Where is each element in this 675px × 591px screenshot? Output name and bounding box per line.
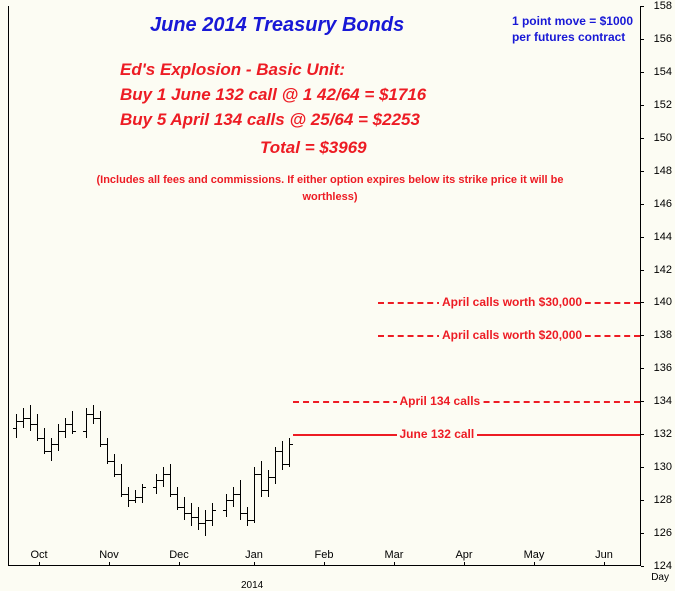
y-tick-label: 158	[654, 0, 672, 12]
y-tick-label: 134	[654, 395, 672, 407]
chart-subtitle: 1 point move = $1000 per futures contrac…	[512, 14, 633, 45]
chart-title: June 2014 Treasury Bonds	[150, 14, 404, 37]
ohlc-bar	[86, 408, 87, 438]
ohlc-bar	[184, 497, 185, 520]
ohlc-bar	[121, 464, 122, 497]
ohlc-bar	[282, 441, 283, 471]
y-tick-label: 148	[654, 165, 672, 177]
ohlc-bar	[16, 414, 17, 437]
x-tick-label: Apr	[455, 549, 472, 561]
ohlc-bar	[198, 507, 199, 530]
y-tick-label: 144	[654, 231, 672, 243]
x-tick-label: May	[524, 549, 545, 561]
x-tick-label: Nov	[99, 549, 119, 561]
y-tick-label: 152	[654, 99, 672, 111]
y-tick-label: 128	[654, 494, 672, 506]
x-tick-label: Dec	[169, 549, 189, 561]
ohlc-bar	[254, 467, 255, 523]
y-tick-label: 142	[654, 264, 672, 276]
x-year-label: 2014	[241, 580, 263, 591]
x-tick-label: Jan	[245, 549, 263, 561]
y-axis: 1241261281301321341361381401421441461481…	[640, 6, 675, 566]
ohlc-bar	[30, 405, 31, 431]
y-tick-label: 154	[654, 66, 672, 78]
trade-line2: Buy 5 April 134 calls @ 25/64 = $2253	[120, 110, 420, 130]
y-tick-label: 150	[654, 132, 672, 144]
trade-disclaimer: (Includes all fees and commissions. If e…	[80, 172, 580, 205]
y-tick-label: 126	[654, 527, 672, 539]
ohlc-bar	[205, 510, 206, 536]
ohlc-bar	[58, 424, 59, 450]
ohlc-bar	[170, 464, 171, 497]
ohlc-bar	[128, 487, 129, 507]
subtitle-line2: per futures contract	[512, 30, 625, 44]
y-tick-label: 156	[654, 33, 672, 45]
ohlc-bar	[226, 494, 227, 517]
x-tick-label: Mar	[385, 549, 404, 561]
y-tick-label: 136	[654, 362, 672, 374]
ohlc-bar	[247, 507, 248, 527]
ohlc-bar	[289, 438, 290, 468]
y-tick-label: 124	[654, 560, 672, 572]
trade-line1: Buy 1 June 132 call @ 1 42/64 = $1716	[120, 85, 426, 105]
x-tick-label: Jun	[595, 549, 613, 561]
ohlc-bar	[233, 487, 234, 507]
reference-line-label: June 132 call	[397, 427, 478, 441]
ohlc-bar	[100, 411, 101, 447]
y-axis-label: Day	[651, 572, 669, 583]
ohlc-bar	[212, 503, 213, 526]
reference-line-label: April 134 calls	[397, 394, 484, 408]
ohlc-bar	[163, 467, 164, 487]
ohlc-bar	[268, 470, 269, 496]
ohlc-bar	[65, 418, 66, 438]
x-tick-label: Feb	[315, 549, 334, 561]
subtitle-line1: 1 point move = $1000	[512, 14, 633, 28]
trade-header: Ed's Explosion - Basic Unit:	[120, 60, 345, 80]
y-tick-label: 140	[654, 296, 672, 308]
ohlc-bar	[51, 438, 52, 461]
ohlc-bar	[93, 405, 94, 425]
y-tick-label: 146	[654, 198, 672, 210]
y-tick-label: 132	[654, 428, 672, 440]
trade-total: Total = $3969	[260, 138, 367, 158]
reference-line-label: April calls worth $20,000	[439, 328, 585, 342]
ohlc-bar	[261, 461, 262, 497]
reference-line-label: April calls worth $30,000	[439, 295, 585, 309]
y-tick-label: 138	[654, 329, 672, 341]
y-tick-label: 130	[654, 461, 672, 473]
ohlc-bar	[156, 474, 157, 494]
x-tick-label: Oct	[30, 549, 47, 561]
ohlc-bar	[275, 447, 276, 483]
ohlc-bar	[191, 503, 192, 526]
